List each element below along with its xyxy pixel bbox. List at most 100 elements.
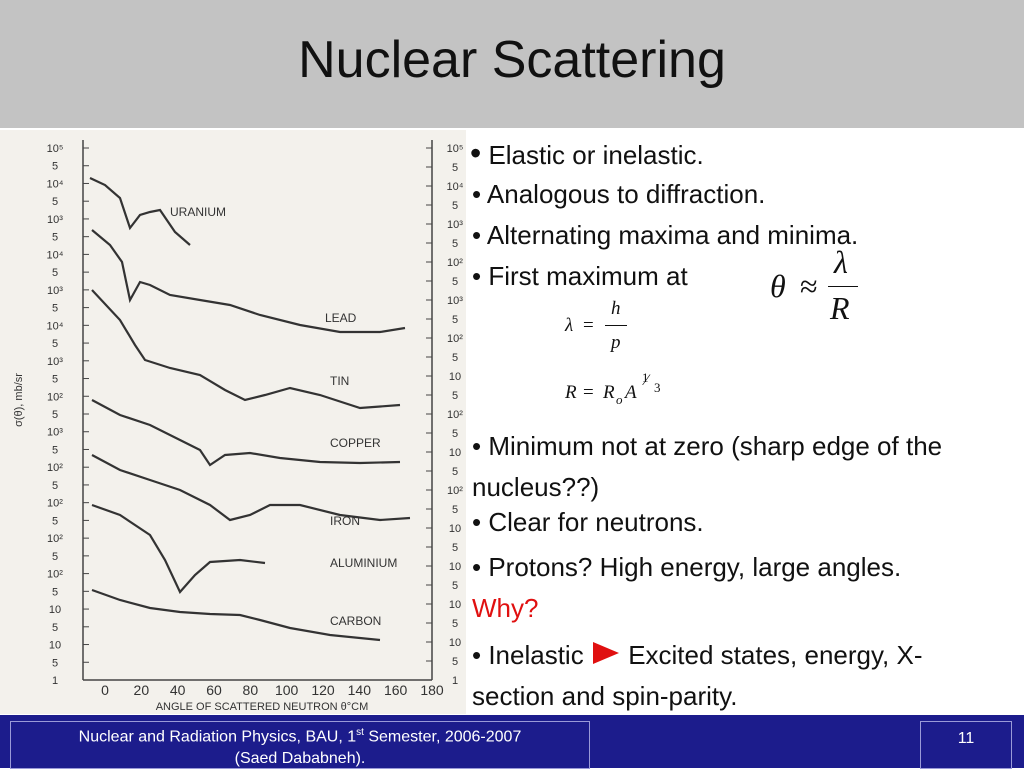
y-tick-label: 10² <box>47 498 63 510</box>
curves <box>89 177 411 642</box>
y-tick-label: 10⁴ <box>47 320 64 332</box>
y-tick-label: 5 <box>52 303 58 315</box>
y-tick-label: 5 <box>52 374 58 386</box>
bullet: • Inelastic Excited states, energy, X-se… <box>472 640 923 711</box>
y-tick-label: 10 <box>449 561 461 573</box>
y-tick-label: 5 <box>452 162 458 174</box>
y-tick-label: 5 <box>452 314 458 326</box>
x-tick-label: 120 <box>311 682 335 698</box>
curve-label: LEAD <box>325 311 357 325</box>
bullet: • Alternating maxima and minima. <box>472 220 859 250</box>
fraction-bar <box>828 286 858 287</box>
y-tick-label: 5 <box>452 504 458 516</box>
y-tick-label: 1 <box>52 675 58 687</box>
x-axis-label: ANGLE OF SCATTERED NEUTRON θ°CM <box>156 701 369 713</box>
footer-sup: st <box>356 727 364 738</box>
y-tick-label: 5 <box>452 618 458 630</box>
y-tick-label: 5 <box>452 580 458 592</box>
eq-op: ≈ <box>800 268 818 304</box>
y-tick-label: 10² <box>447 257 463 269</box>
y-tick-label: 10³ <box>47 285 63 297</box>
bullet: • Clear for neutrons. <box>472 507 704 537</box>
eq-r: R <box>603 382 615 403</box>
y-tick-label: 5 <box>52 232 58 244</box>
y-tick-label: 5 <box>52 267 58 279</box>
bullet-text: Elastic or inelastic. <box>488 140 704 170</box>
y-tick-label: 10 <box>449 599 461 611</box>
x-tick-label: 20 <box>134 682 150 698</box>
y-tick-label: 5 <box>452 542 458 554</box>
x-tick-label: 80 <box>243 682 259 698</box>
arrow-icon <box>592 642 619 664</box>
eq-num: λ <box>834 244 848 280</box>
x-tick-label: 0 <box>101 682 109 698</box>
bullet: • Analogous to diffraction. <box>472 179 766 209</box>
curve-label: COPPER <box>330 436 381 450</box>
footer-text: Semester, 2006-2007 <box>363 728 522 746</box>
curve-label: IRON <box>330 514 360 528</box>
y-tick-label: 5 <box>52 409 58 421</box>
frame <box>82 140 433 681</box>
y-tick-label: 5 <box>52 338 58 350</box>
eq-lhs: R <box>565 382 577 403</box>
bullet-text: Excited states, energy, X-section and sp… <box>472 640 923 711</box>
y-tick-label: 10 <box>449 371 461 383</box>
y-tick-label: 10 <box>49 640 61 652</box>
footer-text: Nuclear and Radiation Physics, BAU, 1 <box>78 728 357 746</box>
figure-svg: 0 20 40 60 80 100 120 140 160 180 ANGLE OF SCATTER… <box>13 140 464 713</box>
bullet-text: Inelastic <box>488 640 584 670</box>
equation: R = R o A 1 ⁄ 3 <box>565 370 675 412</box>
curve-label: ALUMINIUM <box>330 556 397 570</box>
y-tick-label: 10 <box>49 604 61 616</box>
y-tick-label: 5 <box>52 444 58 456</box>
y-tick-label: 5 <box>52 657 58 669</box>
x-tick-label: 40 <box>170 682 186 698</box>
eq-num: h <box>611 298 621 319</box>
bullet-text: Analogous to diffraction. <box>486 179 766 209</box>
y-tick-label: 10 <box>449 447 461 459</box>
y-tick-label: 5 <box>452 352 458 364</box>
y-tick-label: 5 <box>452 466 458 478</box>
y-tick-label: 10³ <box>47 356 63 368</box>
y-tick-label: 10² <box>447 333 463 345</box>
y-tick-label: 10³ <box>447 219 463 231</box>
y-tick-label: 5 <box>52 161 58 173</box>
title: Nuclear Scattering <box>298 31 726 89</box>
y-tick-label: 5 <box>52 196 58 208</box>
bullet: • First maximum at <box>472 261 688 291</box>
y-tick-label: 10² <box>47 391 63 403</box>
y-tick-label: 5 <box>52 622 58 634</box>
eq-exp-num: 1 <box>642 370 649 385</box>
x-tick-label: 100 <box>275 682 299 698</box>
footer-credit: Nuclear and Radiation Physics, BAU, 1st … <box>10 721 590 769</box>
eq-exp-slash: ⁄ <box>645 372 648 389</box>
highlight: Why? <box>472 593 539 623</box>
footer: Nuclear and Radiation Physics, BAU, 1st … <box>0 715 1024 769</box>
y-tick-label: 5 <box>452 428 458 440</box>
eq-a: A <box>625 382 637 403</box>
curve-label: URANIUM <box>170 205 226 219</box>
y-tick-label: 10 <box>449 637 461 649</box>
y-tick-label: 10² <box>447 409 463 421</box>
eq-op: = <box>583 315 594 336</box>
y-tick-label: 5 <box>452 200 458 212</box>
y-tick-label: 5 <box>52 515 58 527</box>
curve-label: CARBON <box>330 614 381 628</box>
y-tick-label: 10 <box>449 523 461 535</box>
y-tick-label: 10⁴ <box>47 249 64 261</box>
bullet-text: Clear for neutrons. <box>488 507 704 537</box>
y-tick-label: 5 <box>452 276 458 288</box>
y-tick-label: 5 <box>52 586 58 598</box>
eq-lhs: θ <box>770 268 786 304</box>
eq-den: R <box>830 290 850 326</box>
y-tick-label: 10⁵ <box>447 143 464 155</box>
bullet: • Elastic or inelastic. <box>470 135 704 171</box>
fraction-bar <box>605 325 627 326</box>
curve-label: TIN <box>330 374 349 388</box>
title-bar <box>0 0 1024 128</box>
y-tick-label: 10² <box>447 485 463 497</box>
y-tick-label: 10⁴ <box>447 181 464 193</box>
eq-den: p <box>611 332 621 353</box>
bullet-text: First maximum at <box>488 261 688 291</box>
y-tick-label: 5 <box>452 656 458 668</box>
